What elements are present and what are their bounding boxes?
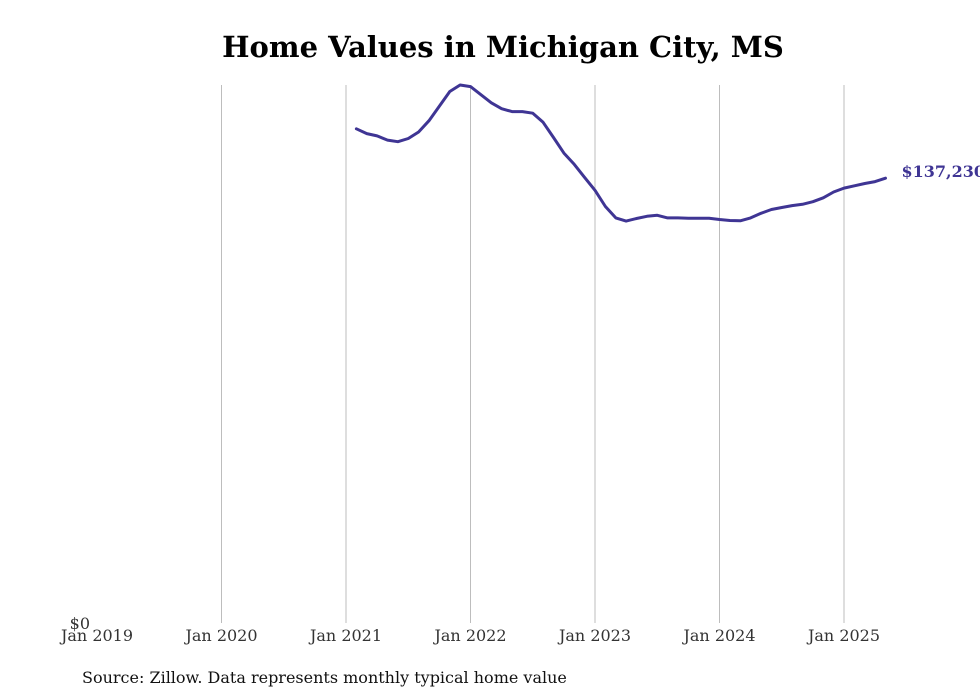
data-point bbox=[428, 119, 431, 122]
data-point bbox=[500, 107, 503, 110]
chart-title: Home Values in Michigan City, MS bbox=[222, 30, 784, 64]
data-point bbox=[718, 218, 721, 221]
data-point bbox=[656, 214, 659, 217]
data-point bbox=[874, 180, 877, 183]
x-axis: Jan 2019 Jan 2020 Jan 2021 Jan 2022 Jan 2023… bbox=[59, 626, 880, 645]
data-point bbox=[708, 217, 711, 220]
data-point bbox=[604, 205, 607, 208]
data-point bbox=[739, 219, 742, 222]
data-point bbox=[531, 112, 534, 115]
data-point bbox=[407, 137, 410, 140]
x-tick-label: Jan 2021 bbox=[308, 626, 382, 645]
data-point bbox=[832, 191, 835, 194]
data-point bbox=[853, 184, 856, 187]
data-point bbox=[511, 110, 514, 113]
data-point bbox=[459, 84, 462, 87]
data-point bbox=[635, 217, 638, 220]
y-axis: $0 bbox=[70, 614, 90, 633]
data-point bbox=[396, 140, 399, 143]
data-point bbox=[469, 85, 472, 88]
data-point bbox=[614, 216, 617, 219]
x-tick-label: Jan 2024 bbox=[681, 626, 755, 645]
source-note: Source: Zillow. Data represents monthly … bbox=[82, 668, 567, 687]
data-point bbox=[811, 200, 814, 203]
data-point bbox=[863, 182, 866, 185]
data-point bbox=[583, 176, 586, 179]
data-point bbox=[625, 220, 628, 223]
data-point bbox=[666, 216, 669, 219]
data-point bbox=[448, 90, 451, 93]
series-layer: $137,230 bbox=[354, 83, 980, 223]
end-value-label: $137,230 bbox=[902, 162, 980, 181]
data-point bbox=[760, 212, 763, 215]
data-point bbox=[355, 127, 358, 130]
data-point bbox=[376, 134, 379, 137]
series-line bbox=[354, 83, 887, 223]
data-point bbox=[479, 93, 482, 96]
data-point bbox=[749, 216, 752, 219]
y-tick-label: $0 bbox=[70, 614, 90, 633]
data-point bbox=[365, 132, 368, 135]
gridlines bbox=[221, 85, 845, 623]
data-point bbox=[677, 216, 680, 219]
data-point bbox=[573, 163, 576, 166]
data-point bbox=[791, 204, 794, 207]
x-tick-label: Jan 2025 bbox=[806, 626, 880, 645]
data-point bbox=[645, 215, 648, 218]
data-point bbox=[780, 206, 783, 209]
data-point bbox=[770, 208, 773, 211]
data-point bbox=[542, 121, 545, 124]
data-point bbox=[687, 217, 690, 220]
data-point bbox=[822, 196, 825, 199]
data-point bbox=[728, 219, 731, 222]
data-point bbox=[521, 110, 524, 113]
x-tick-label: Jan 2023 bbox=[557, 626, 631, 645]
data-point bbox=[594, 189, 597, 192]
data-point bbox=[884, 177, 887, 180]
data-point bbox=[552, 136, 555, 139]
data-point bbox=[417, 131, 420, 134]
data-point bbox=[386, 139, 389, 142]
data-point bbox=[697, 217, 700, 220]
x-tick-label: Jan 2020 bbox=[183, 626, 257, 645]
data-point bbox=[490, 101, 493, 104]
data-point bbox=[438, 105, 441, 108]
data-point bbox=[801, 203, 804, 206]
data-point bbox=[562, 152, 565, 155]
x-tick-label: Jan 2022 bbox=[432, 626, 506, 645]
data-point bbox=[843, 187, 846, 190]
x-tick-label: Jan 2019 bbox=[59, 626, 133, 645]
